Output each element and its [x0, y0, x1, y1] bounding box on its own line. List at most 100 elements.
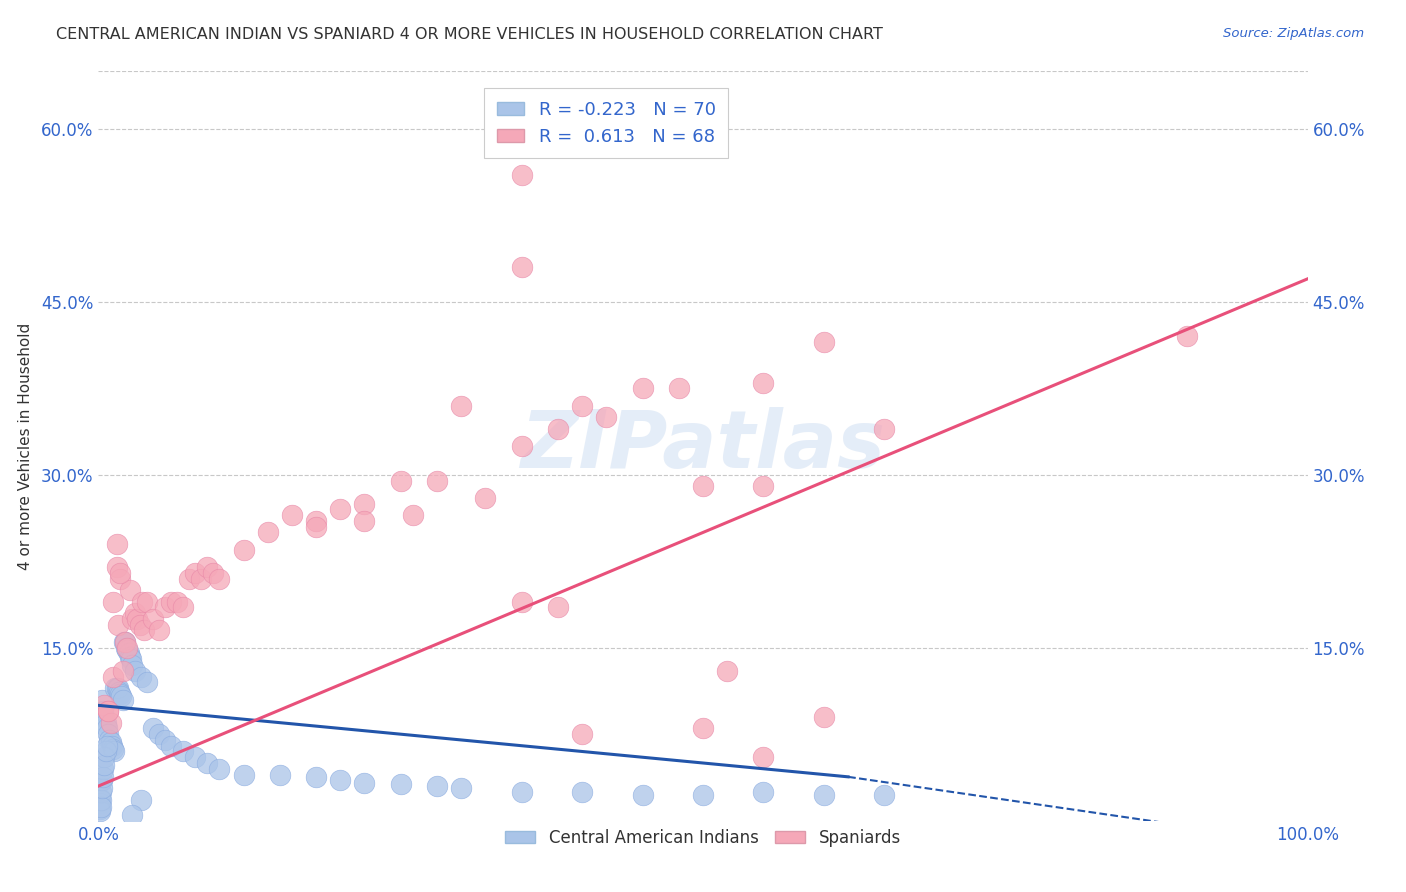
- Point: [94, 744, 117, 758]
- Point: [184, 750, 207, 764]
- Point: [91, 773, 114, 788]
- Point: [153, 600, 176, 615]
- Point: [115, 640, 138, 655]
- Point: [121, 808, 143, 822]
- Legend: Central American Indians, Spaniards: Central American Indians, Spaniards: [499, 822, 907, 854]
- Point: [114, 635, 136, 649]
- Point: [571, 727, 593, 741]
- Point: [97, 727, 120, 741]
- Point: [112, 635, 135, 649]
- Point: [160, 739, 183, 753]
- Point: [90, 785, 112, 799]
- Point: [232, 767, 254, 781]
- Text: CENTRAL AMERICAN INDIAN VS SPANIARD 4 OR MORE VEHICLES IN HOUSEHOLD CORRELATION : CENTRAL AMERICAN INDIAN VS SPANIARD 4 OR…: [56, 27, 883, 42]
- Point: [208, 572, 231, 586]
- Point: [89, 797, 111, 811]
- Point: [121, 658, 143, 673]
- Point: [142, 722, 165, 736]
- Point: [426, 474, 449, 488]
- Point: [91, 770, 114, 784]
- Point: [305, 514, 328, 528]
- Point: [148, 624, 170, 638]
- Point: [104, 681, 127, 695]
- Point: [510, 439, 533, 453]
- Point: [100, 735, 122, 749]
- Point: [105, 537, 128, 551]
- Point: [97, 704, 120, 718]
- Point: [105, 681, 128, 695]
- Point: [134, 624, 156, 638]
- Point: [124, 664, 146, 678]
- Point: [281, 508, 304, 523]
- Point: [190, 572, 212, 586]
- Point: [752, 479, 775, 493]
- Y-axis label: 4 or more Vehicles in Household: 4 or more Vehicles in Household: [18, 322, 32, 570]
- Point: [100, 715, 122, 730]
- Point: [450, 781, 472, 796]
- Point: [232, 542, 254, 557]
- Point: [547, 422, 569, 436]
- Point: [89, 805, 111, 819]
- Point: [148, 727, 170, 741]
- Point: [128, 617, 150, 632]
- Point: [305, 519, 328, 533]
- Point: [353, 775, 375, 789]
- Point: [256, 525, 278, 540]
- Point: [96, 722, 118, 736]
- Point: [90, 799, 112, 814]
- Point: [108, 684, 131, 698]
- Point: [89, 790, 111, 805]
- Point: [571, 785, 593, 799]
- Point: [1175, 329, 1198, 343]
- Point: [692, 722, 714, 736]
- Point: [91, 762, 114, 776]
- Point: [91, 692, 114, 706]
- Point: [118, 649, 141, 664]
- Point: [510, 785, 533, 799]
- Point: [813, 710, 835, 724]
- Point: [121, 612, 143, 626]
- Point: [692, 479, 714, 493]
- Point: [117, 643, 139, 657]
- Point: [510, 594, 533, 608]
- Text: Source: ZipAtlas.com: Source: ZipAtlas.com: [1223, 27, 1364, 40]
- Point: [716, 664, 738, 678]
- Point: [111, 664, 134, 678]
- Text: ZIPatlas: ZIPatlas: [520, 407, 886, 485]
- Point: [813, 335, 835, 350]
- Point: [114, 635, 136, 649]
- Point: [179, 572, 201, 586]
- Point: [752, 785, 775, 799]
- Point: [103, 744, 125, 758]
- Point: [571, 399, 593, 413]
- Point: [510, 260, 533, 275]
- Point: [93, 710, 115, 724]
- Point: [96, 739, 118, 753]
- Point: [107, 681, 129, 695]
- Point: [129, 793, 152, 807]
- Point: [329, 502, 352, 516]
- Point: [202, 566, 225, 580]
- Point: [108, 572, 131, 586]
- Point: [118, 583, 141, 598]
- Point: [208, 762, 231, 776]
- Point: [184, 566, 207, 580]
- Point: [353, 514, 375, 528]
- Point: [108, 566, 131, 580]
- Point: [389, 777, 412, 791]
- Point: [510, 168, 533, 182]
- Point: [474, 491, 496, 505]
- Point: [752, 376, 775, 390]
- Point: [160, 594, 183, 608]
- Point: [166, 594, 188, 608]
- Point: [101, 594, 124, 608]
- Point: [426, 779, 449, 793]
- Point: [100, 739, 122, 753]
- Point: [752, 750, 775, 764]
- Point: [172, 600, 194, 615]
- Point: [142, 612, 165, 626]
- Point: [692, 789, 714, 803]
- Point: [93, 758, 115, 772]
- Point: [124, 606, 146, 620]
- Point: [98, 733, 121, 747]
